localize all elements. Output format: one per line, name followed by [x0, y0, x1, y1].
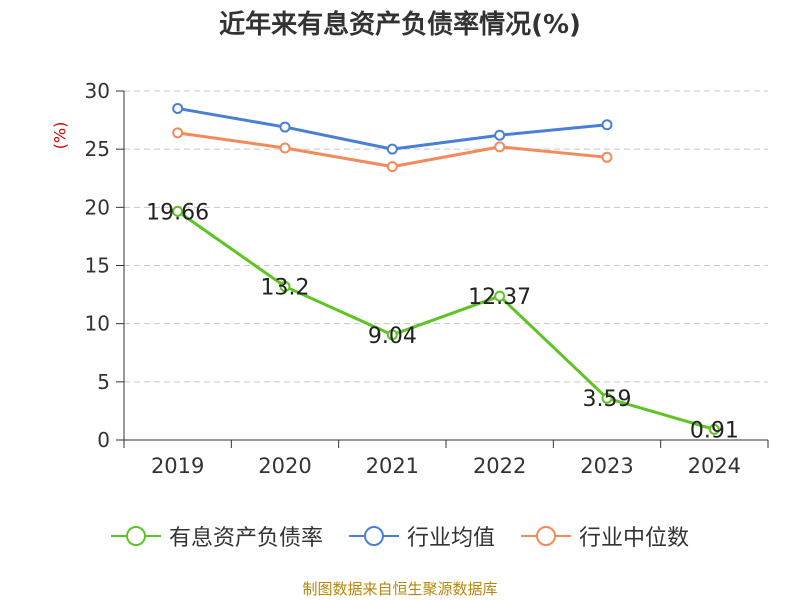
- legend-label: 有息资产负债率: [168, 526, 323, 551]
- data-point: [601, 151, 613, 163]
- data-point: [279, 142, 291, 154]
- x-tick-label: 2024: [688, 454, 741, 478]
- data-label: 13.2: [261, 275, 310, 300]
- y-tick-label: 10: [85, 312, 110, 336]
- y-tick-label: 0: [97, 428, 110, 452]
- y-tick-label: 25: [85, 137, 110, 161]
- data-label: 9.04: [368, 324, 417, 349]
- legend-label: 行业中位数: [579, 526, 690, 551]
- legend-marker-icon: [521, 524, 571, 548]
- data-point: [386, 143, 398, 155]
- data-label: 0.91: [690, 418, 739, 443]
- data-point: [494, 141, 506, 153]
- data-label: 12.37: [468, 285, 531, 310]
- y-tick-label: 15: [85, 254, 110, 278]
- x-tick-label: 2019: [151, 454, 204, 478]
- y-tick-label: 20: [85, 195, 110, 219]
- chart-title: 近年来有息资产负债率情况(%): [219, 10, 581, 40]
- x-tick-label: 2020: [258, 454, 311, 478]
- legend-item-interest-debt-ratio[interactable]: 有息资产负债率: [110, 520, 323, 552]
- data-point: [279, 121, 291, 133]
- data-point: [601, 392, 613, 404]
- data-label: 19.66: [146, 200, 209, 225]
- series-line-0: [176, 210, 715, 431]
- data-point: [386, 161, 398, 173]
- y-tick-label: 5: [97, 370, 110, 394]
- data-point: [494, 129, 506, 141]
- legend: 有息资产负债率 行业均值 行业中位数: [0, 520, 800, 552]
- legend-marker-icon: [110, 524, 161, 548]
- data-point: [494, 290, 506, 302]
- y-tick-label: 30: [85, 79, 110, 103]
- data-point: [172, 127, 184, 139]
- data-point: [172, 102, 184, 114]
- x-tick-label: 2022: [473, 454, 526, 478]
- data-point: [172, 205, 184, 217]
- data-point: [708, 423, 720, 435]
- legend-label: 行业均值: [406, 526, 495, 551]
- x-tick-label: 2023: [580, 454, 633, 478]
- data-source-note: 制图数据来自恒生聚源数据库: [302, 580, 498, 598]
- legend-marker-icon: [348, 524, 399, 548]
- data-label: 3.59: [583, 387, 632, 412]
- data-point: [279, 280, 291, 292]
- legend-item-industry-median[interactable]: 行业中位数: [521, 520, 689, 552]
- data-point: [386, 329, 398, 341]
- data-point: [601, 119, 613, 131]
- x-tick-label: 2021: [366, 454, 419, 478]
- legend-item-industry-mean[interactable]: 行业均值: [348, 520, 495, 552]
